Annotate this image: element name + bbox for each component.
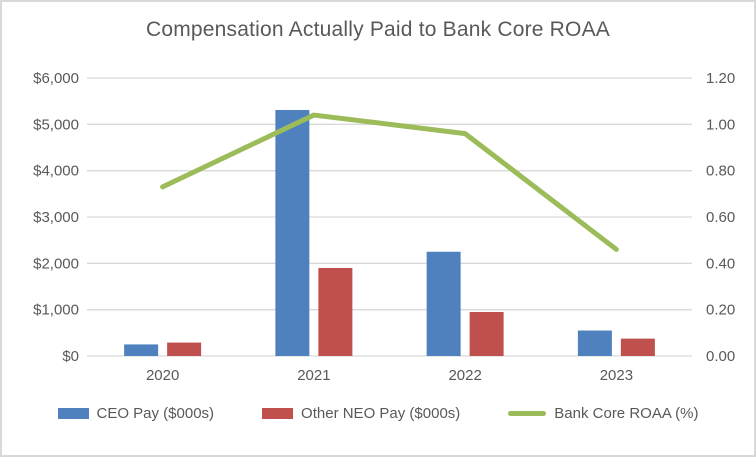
right-axis-tick-label: 0.00 (706, 348, 735, 365)
legend-item-bank-core-roaa: Bank Core ROAA (%) (508, 405, 699, 422)
legend-swatch-ceo-pay (57, 408, 89, 419)
x-axis-label-2022: 2022 (448, 367, 481, 384)
bar-other-neo-pay-000s-2021 (318, 267, 353, 356)
bar-ceo-pay-000s-2023 (577, 330, 612, 356)
bar-other-neo-pay-000s-2020 (167, 342, 202, 356)
legend-label-ceo-pay: CEO Pay ($000s) (96, 405, 215, 422)
left-axis-tick-label: $5,000 (33, 116, 79, 133)
chart-legend: CEO Pay ($000s) Other NEO Pay ($000s) Ba… (2, 405, 754, 422)
right-axis-tick-label: 1.00 (706, 116, 735, 133)
left-axis-tick-label: $3,000 (33, 209, 79, 226)
legend-swatch-other-neo-pay (262, 408, 294, 419)
legend-item-ceo-pay: CEO Pay ($000s) (57, 405, 215, 422)
left-axis-tick-label: $2,000 (33, 255, 79, 272)
plot-area: $0 0.00 $1,000 0.20 $2,000 0.40 $3,000 0.60 $4,0… (33, 70, 735, 384)
x-axis-label-2021: 2021 (297, 367, 330, 384)
right-axis-tick-label: 0.20 (706, 302, 735, 319)
x-axis-label-2023: 2023 (600, 367, 633, 384)
left-axis-tick-label: $6,000 (33, 70, 79, 87)
chart-title: Compensation Actually Paid to Bank Core … (145, 18, 611, 41)
left-axis-tick-label: $4,000 (33, 163, 79, 180)
x-axis-label-2020: 2020 (146, 367, 179, 384)
legend-label-bank-core-roaa: Bank Core ROAA (%) (554, 405, 699, 422)
right-axis-tick-label: 0.60 (706, 209, 735, 226)
bar-ceo-pay-000s-2022 (426, 251, 461, 356)
bar-other-neo-pay-000s-2022 (469, 311, 504, 356)
legend-swatch-bank-core-roaa (508, 411, 547, 416)
left-axis-tick-label: $0 (62, 348, 79, 365)
left-axis-tick-label: $1,000 (33, 302, 79, 319)
bar-other-neo-pay-000s-2023 (620, 338, 655, 356)
line-bank-core-roaa (160, 112, 619, 252)
legend-label-other-neo-pay: Other NEO Pay ($000s) (301, 405, 461, 422)
right-axis-tick-label: 0.40 (706, 255, 735, 272)
right-axis-tick-label: 1.20 (706, 70, 735, 87)
legend-item-other-neo-pay: Other NEO Pay ($000s) (262, 405, 460, 422)
bar-ceo-pay-000s-2020 (124, 344, 159, 356)
bar-ceo-pay-000s-2021 (275, 109, 310, 356)
right-axis-tick-label: 0.80 (706, 163, 735, 180)
